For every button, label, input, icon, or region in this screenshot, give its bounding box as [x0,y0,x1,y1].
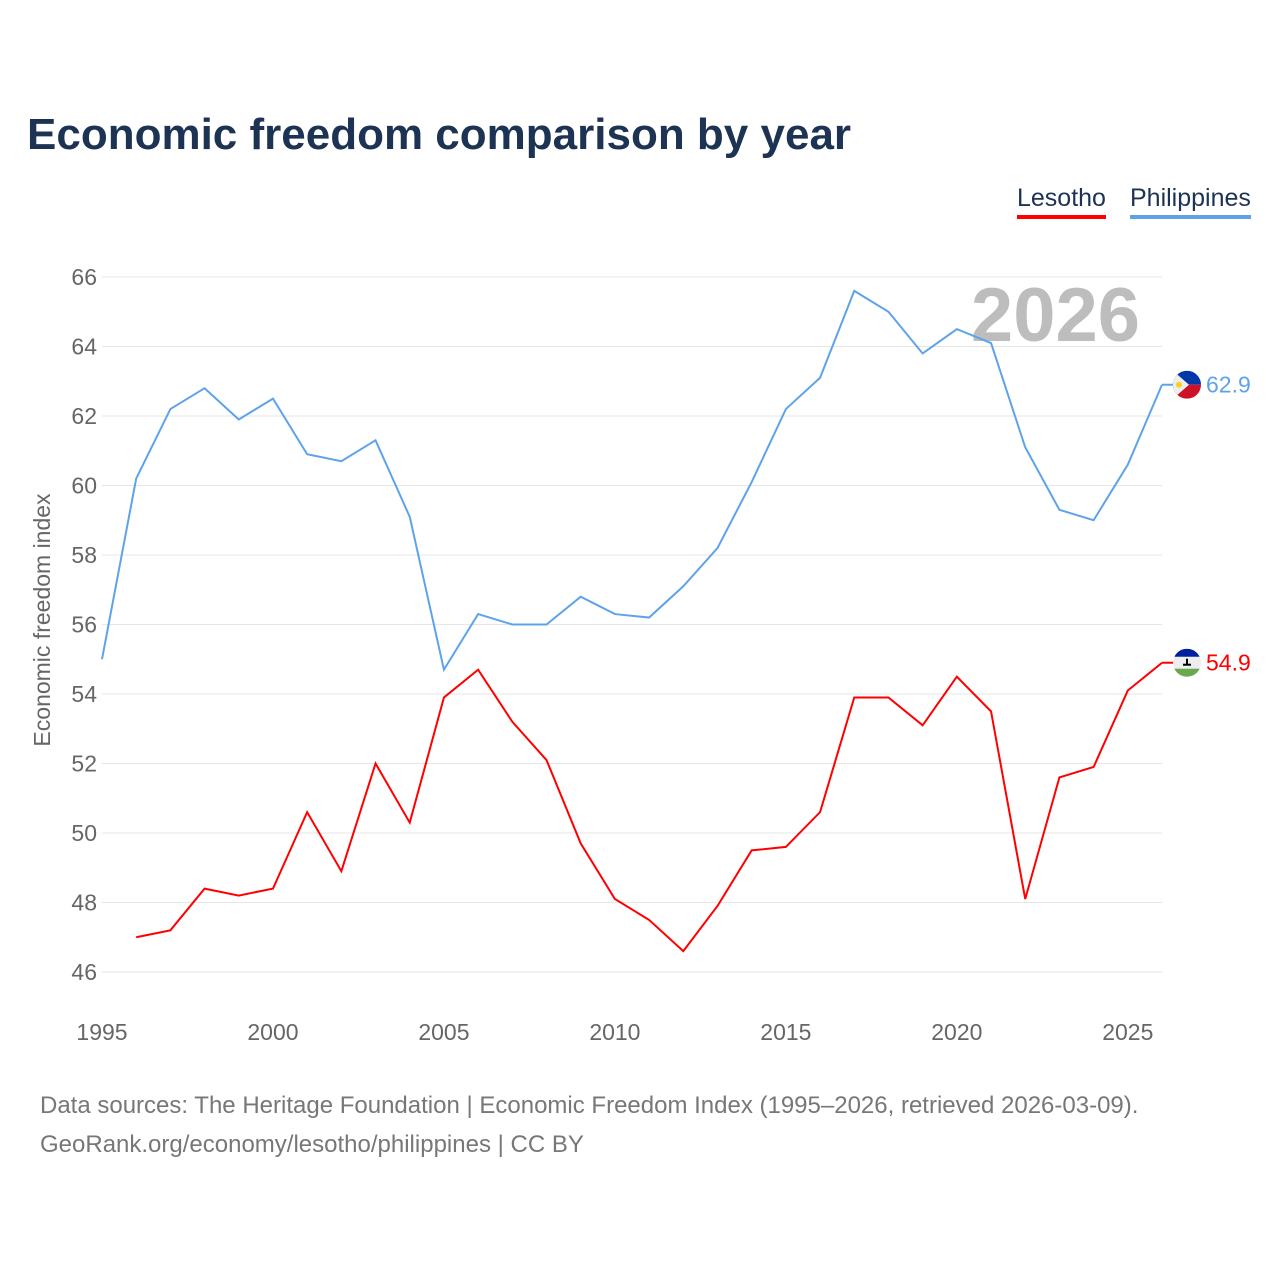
y-tick-label: 64 [71,334,97,360]
end-value-label-philippines: 62.9 [1206,372,1251,398]
y-axis-label: Economic freedom index [29,493,55,747]
series-line-lesotho [135,661,1163,953]
series-line-philippines [101,289,1163,673]
y-tick-label: 60 [71,473,97,499]
y-tick-label: 66 [71,264,97,290]
year-watermark: 2026 [971,273,1140,358]
y-tick-label: 46 [71,959,97,985]
x-tick-label: 1995 [76,1019,127,1045]
y-tick-label: 50 [71,820,97,846]
legend-philippines[interactable]: Philippines [1130,184,1251,219]
lesotho-flag-icon [1173,648,1201,677]
y-tick-label: 52 [71,751,97,777]
source-link[interactable]: GeoRank.org/economy/lesotho/philippines … [40,1131,584,1158]
end-value-label-lesotho: 54.9 [1206,650,1251,676]
y-tick-label: 48 [71,890,97,916]
x-tick-label: 2000 [247,1019,298,1045]
chart-title: Economic freedom comparison by year [27,110,852,159]
philippines-flag-icon [1173,370,1201,399]
y-tick-label: 56 [71,612,97,638]
data-source: Data sources: The Heritage Foundation | … [40,1092,1139,1119]
x-tick-label: 2020 [931,1019,982,1045]
y-tick-label: 58 [71,542,97,568]
x-tick-label: 2010 [589,1019,640,1045]
x-tick-label: 2015 [760,1019,811,1045]
x-tick-label: 2005 [418,1019,469,1045]
y-tick-label: 54 [71,681,97,707]
footer: Data sources: The Heritage Foundation | … [40,1086,1138,1164]
x-tick-label: 2025 [1102,1019,1153,1045]
legend-lesotho[interactable]: Lesotho [1017,184,1106,219]
y-tick-label: 62 [71,403,97,429]
